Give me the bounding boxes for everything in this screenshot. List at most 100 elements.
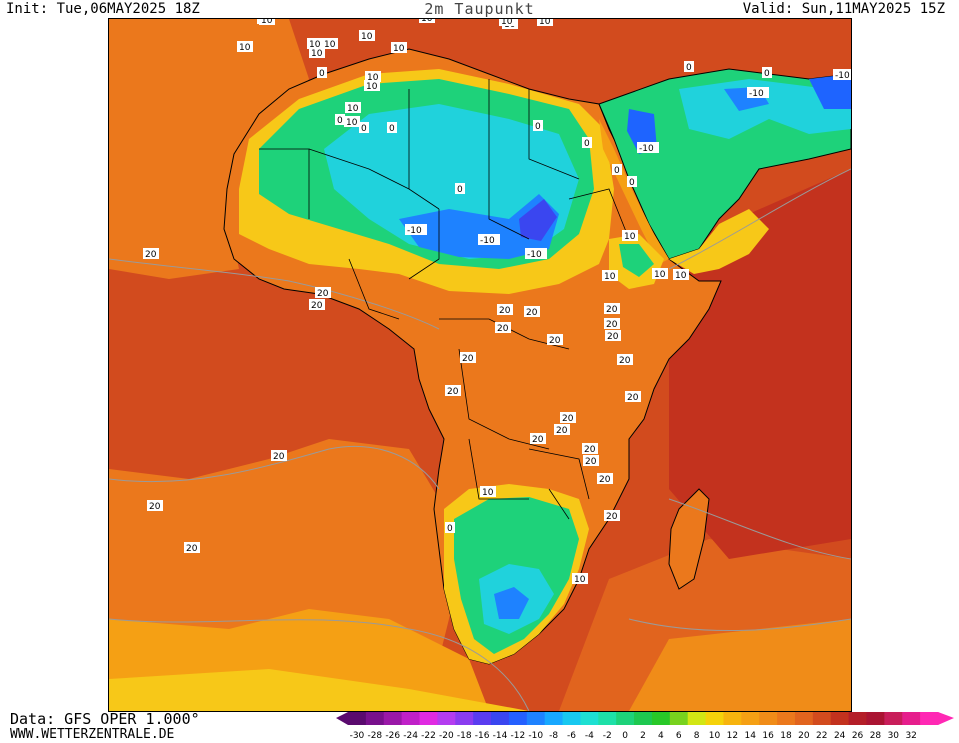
contour-label: 0 [612,164,622,176]
contour-label: 20 [143,248,159,260]
colorbar-tick-label: -12 [510,731,525,741]
contour-label: 10 [345,102,361,114]
svg-text:10: 10 [311,49,323,59]
contour-label: 20 [605,330,621,342]
svg-text:10: 10 [604,272,616,282]
colorbar-tick-label: 28 [870,731,882,741]
contour-label: 10 [359,30,375,42]
colorbar-swatch [580,712,599,725]
colorbar-tick-label: 16 [762,731,774,741]
svg-text:20: 20 [549,336,561,346]
contour-label: 20 [617,354,633,366]
map-title: 2m Taupunkt [424,0,535,18]
colorbar-tick-label: -18 [457,731,472,741]
svg-text:20: 20 [273,452,285,462]
contour-label: 10 [499,19,515,27]
contour-label: -10 [747,87,769,99]
contour-label: 10 [309,47,325,59]
colorbar-tick-label: 6 [676,731,682,741]
svg-text:10: 10 [261,19,273,26]
colorbar-swatch [759,712,778,725]
colorbar-tick-label: 18 [780,731,792,741]
colorbar-swatch [616,712,635,725]
colorbar-tick-label: -26 [385,731,400,741]
valid-time: Valid: Sun,11MAY2025 15Z [742,1,945,17]
colorbar-tick-label: 2 [640,731,646,741]
svg-text:0: 0 [319,69,325,79]
svg-text:20: 20 [606,305,618,315]
arabia-cyan [679,79,851,139]
contour-label: -10 [478,234,500,246]
country-borders [259,79,630,520]
contour-label: 0 [762,67,772,79]
contour-label: 10 [622,230,638,242]
dewpoint-map: 1010101010101010101000000000-10-10-10-10… [108,18,852,712]
svg-text:0: 0 [337,116,343,126]
colorbar-tick-label: 30 [888,731,900,741]
colorbar-swatch [401,712,421,725]
contour-label: 0 [455,183,465,195]
svg-text:0: 0 [457,185,463,195]
svg-text:20: 20 [556,426,568,436]
colorbar-swatch [830,712,850,725]
colorbar-swatch [902,712,921,725]
svg-text:20: 20 [606,512,618,522]
svg-text:10: 10 [501,19,513,27]
contour-label: 10 [344,116,360,128]
svg-text:10: 10 [366,82,378,92]
svg-text:20: 20 [145,250,157,260]
svg-text:20: 20 [497,324,509,334]
svg-text:20: 20 [562,414,574,424]
colorbar-swatch [866,712,885,725]
svg-text:20: 20 [499,306,511,316]
colorbar-swatch [348,712,367,725]
colorbar-tick-label: 32 [905,731,916,741]
colorbar-swatch [651,712,671,725]
atlantic-far-south [109,669,529,711]
contour-label: 10 [673,269,689,281]
svg-text:20: 20 [599,475,611,485]
contour-label: 20 [554,424,570,436]
svg-text:0: 0 [686,63,692,73]
colorbar-swatch [419,712,438,725]
contour-label: 10 [419,19,435,24]
contours [109,168,851,711]
contour-label: 10 [480,486,496,498]
contour-label: 20 [530,433,546,445]
colorbar-tick-label: 14 [745,731,757,741]
contour-label: 10 [652,268,668,280]
svg-text:20: 20 [584,445,596,455]
svg-text:10: 10 [393,44,405,54]
contour-label: 20 [495,322,511,334]
colorbar-right-arrow [938,712,954,725]
contour-label: 20 [604,303,620,315]
madagascar [668,488,710,590]
svg-text:10: 10 [367,73,379,83]
contour-label: 20 [271,450,287,462]
colorbar-tick-label: -16 [475,731,490,741]
sahara-dark-blue [519,199,557,241]
colorbar-swatch [634,712,653,725]
contour-label: 0 [533,120,543,132]
colorbar-tick-label: -14 [493,731,508,741]
colorbar-left-arrow [336,712,348,725]
contour-labels: 1010101010101010101000000000-10-10-10-10… [143,19,851,585]
svg-text:0: 0 [629,178,635,188]
colorbar: -30 -28 -26 -24 -22 -20 -18 -16 -14 -12 -10 -8 -6 -4-… [336,712,954,741]
svg-text:0: 0 [584,139,590,149]
svg-text:10: 10 [654,270,666,280]
svg-text:20: 20 [526,308,538,318]
colorbar-tick-label: 8 [694,731,700,741]
svg-text:-10: -10 [639,144,654,154]
south-africa-blue [494,587,529,619]
colorbar-tick-label: -30 [350,731,365,741]
svg-text:0: 0 [614,166,620,176]
contour-label: -10 [525,248,547,260]
colorbar-swatch [812,712,832,725]
svg-text:10: 10 [347,104,359,114]
colorbar-tick-label: 12 [727,731,738,741]
svg-text:10: 10 [239,43,251,53]
contour-label: 0 [335,114,345,126]
svg-text:20: 20 [619,356,631,366]
contour-label: 20 [184,542,200,554]
